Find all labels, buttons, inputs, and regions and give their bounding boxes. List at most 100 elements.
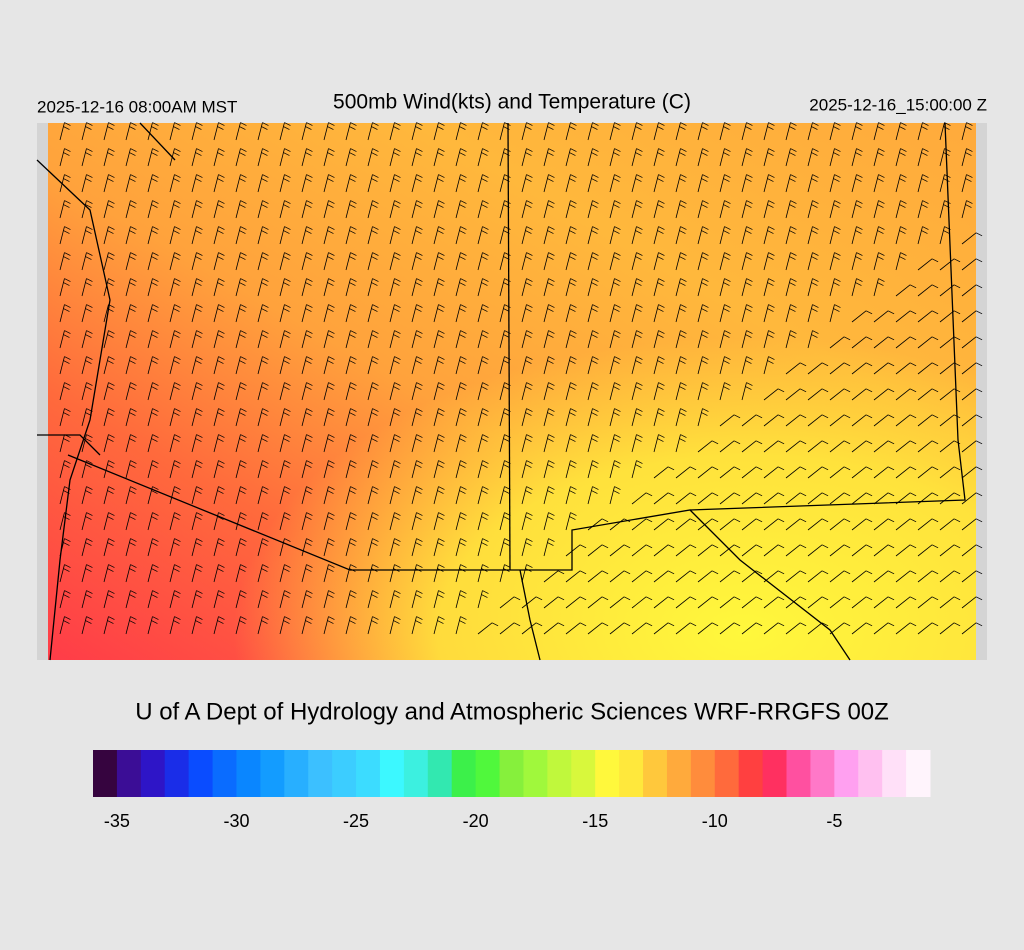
wind-barb-flag [755,544,763,549]
wind-barb-flag [438,382,445,386]
wind-barb-flag [953,258,961,263]
wind-barb-flag [591,204,598,208]
wind-barb-flag [174,616,181,620]
wind-barb-flag [151,620,158,624]
wind-barb [433,564,439,583]
wind-barb-flag [262,538,269,542]
wind-barb-flag [129,230,136,234]
wind-barb [147,382,153,401]
wind-barb-flag [217,490,224,494]
wind-barb-flag [85,282,92,286]
wind-barb-flag [790,252,797,256]
wind-barb [675,174,681,193]
wind-barb-flag [437,152,444,156]
wind-barb-flag [657,412,664,416]
wind-barb-flag [701,412,708,416]
wind-barb-flag [777,466,785,471]
wind-barb-flag [416,174,423,178]
wind-barb [521,226,527,245]
wind-barb [785,362,801,375]
wind-barb-flag [350,200,357,204]
colorbar-tick-label: -5 [826,811,842,831]
wind-barb [565,460,571,479]
wind-barb [147,512,153,531]
wind-barb-flag [856,278,863,282]
wind-barb-flag [812,122,819,126]
wind-barb-flag [437,594,444,598]
wind-barb-flag [887,622,895,627]
wind-barb-flag [262,226,269,230]
wind-barb-flag [130,122,137,126]
wind-barb [279,226,285,245]
wind-barb-flag [482,304,489,308]
wind-barb [323,174,329,193]
wind-barb-flag [328,304,335,308]
wind-barb [191,330,197,349]
wind-barb [829,466,845,479]
wind-barb-flag [350,590,357,594]
wind-barb-flag [107,308,114,312]
wind-barb [543,174,549,193]
wind-barb [125,590,131,609]
wind-barb-flag [129,464,136,468]
borders [36,122,966,661]
wind-barb [279,382,285,401]
wind-barb [763,304,769,323]
wind-barb [565,226,571,245]
wind-barb-flag [636,278,643,282]
wind-barb-flag [855,126,862,130]
wind-barb-flag [438,616,445,620]
wind-barb [103,434,109,453]
wind-barb [499,382,505,401]
wind-barb-flag [86,486,93,490]
wind-barb-flag [635,152,642,156]
wind-barb-flag [129,152,136,156]
wind-barb-flag [790,174,797,178]
wind-barb-flag [371,282,378,286]
wind-barb-flag [459,334,466,338]
wind-barb-flag [394,200,401,204]
wind-barb-flag [350,304,357,308]
wind-barb-flag [349,568,356,572]
wind-barb-flag [481,178,488,182]
wind-barb [631,174,637,193]
wind-barb [345,278,351,297]
wind-barb [59,122,65,141]
wind-barb [763,388,779,401]
wind-barb [851,336,867,349]
wind-barb-flag [459,490,466,494]
wind-barb-flag [394,408,401,412]
wind-barb-flag [437,464,444,468]
wind-barb-flag [900,174,907,178]
wind-barb [411,616,417,635]
wind-barb-flag [591,386,598,390]
wind-barb-flag [877,282,884,286]
wind-barb-flag [755,414,763,419]
wind-barb-flag [724,252,731,256]
wind-barb [147,538,153,557]
wind-barb-flag [503,464,510,468]
wind-barb [279,356,285,375]
wind-barb-flag [899,230,906,234]
wind-barb [829,492,845,505]
wind-barb [213,252,219,271]
wind-barb [675,148,681,167]
wind-barb-flag [239,516,246,520]
wind-barb [565,304,571,323]
wind-barb-flag [85,386,92,390]
wind-barb-flag [821,544,829,549]
wind-barb [301,564,307,583]
wind-barb [433,174,439,193]
wind-barb-flag [173,256,180,260]
wind-barb-flag [239,542,246,546]
wind-barb-flag [689,596,697,601]
wind-barb-flag [459,178,466,182]
colorbar-bin [834,750,859,797]
wind-barb-flag [975,284,983,289]
wind-barb-flag [460,538,467,542]
wind-barb-flag [393,594,400,598]
wind-barb-flag [526,382,533,386]
wind-barb [675,200,681,219]
wind-barb-flag [284,616,291,620]
wind-barb-flag [944,226,951,230]
